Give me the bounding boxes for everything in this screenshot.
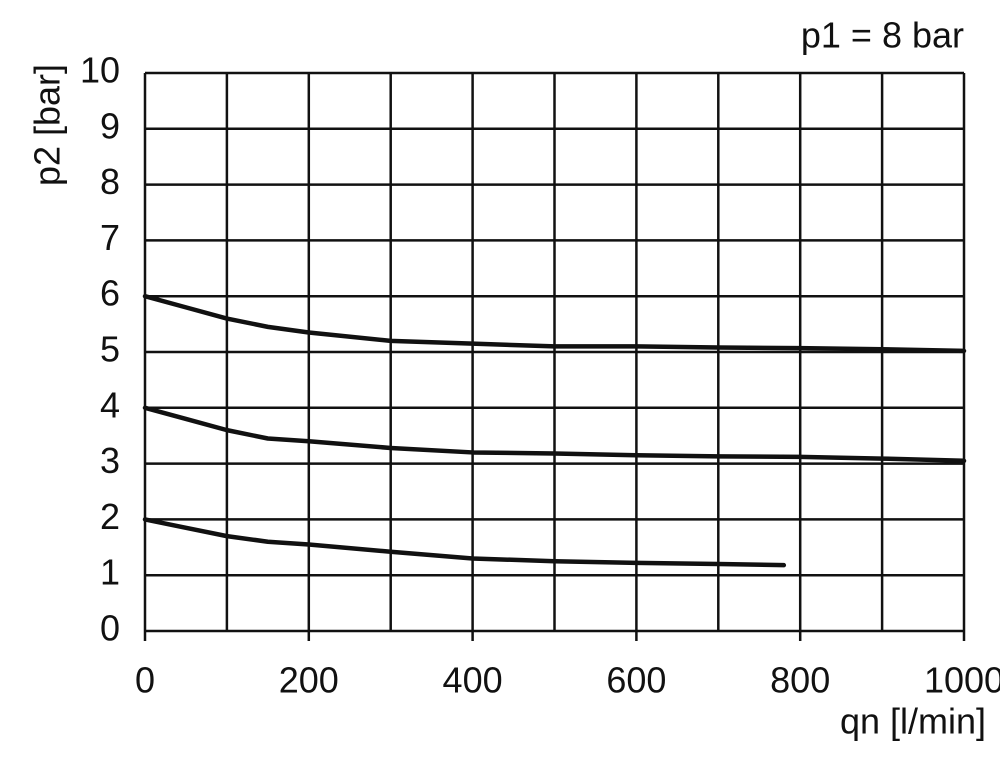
x-tick-label: 200	[279, 660, 339, 701]
y-tick-label: 7	[100, 217, 120, 258]
x-tick-label: 400	[443, 660, 503, 701]
x-tick-label: 0	[135, 660, 155, 701]
y-tick-label: 5	[100, 329, 120, 370]
y-tick-label: 8	[100, 161, 120, 202]
line-series	[142, 293, 967, 354]
x-tick-label: 600	[606, 660, 666, 701]
y-tick-label: 2	[100, 496, 120, 537]
y-tick-label: 4	[100, 384, 120, 425]
y-tick-label: 1	[100, 552, 120, 593]
y-tick-label: 6	[100, 273, 120, 314]
y-tick-label: 0	[100, 608, 120, 649]
annotation: p1 = 8 bar	[801, 15, 964, 56]
line-series	[142, 405, 967, 464]
line-series	[142, 517, 787, 568]
x-tick-label: 800	[770, 660, 830, 701]
x-tick-label: 1000	[924, 660, 1000, 701]
y-tick-label: 10	[80, 50, 120, 91]
x-axis-label: qn [l/min]	[840, 701, 986, 742]
y-tick-label: 9	[100, 105, 120, 146]
y-tick-label: 3	[100, 440, 120, 481]
y-axis-label: p2 [bar]	[27, 64, 68, 186]
